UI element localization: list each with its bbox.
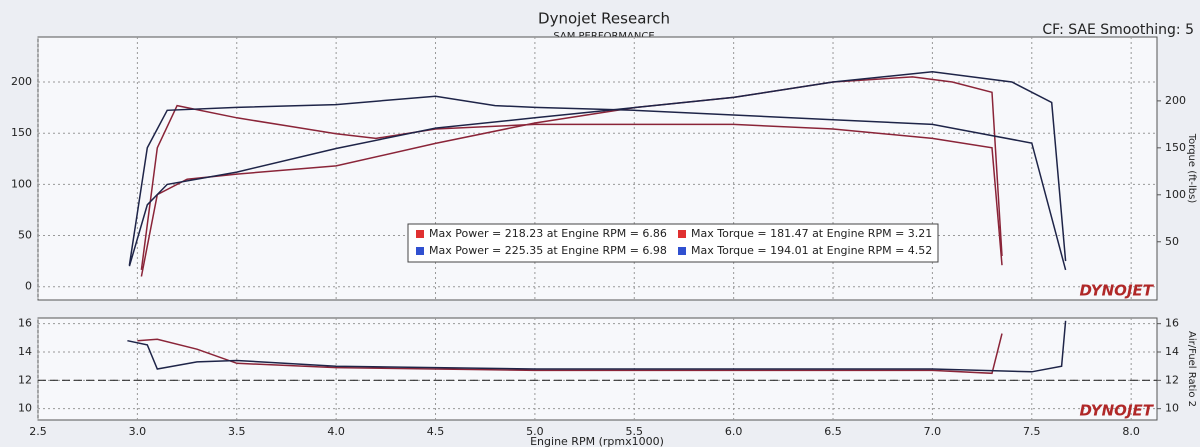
- y-tick-label: 100: [11, 177, 32, 190]
- legend-box: [407, 223, 939, 263]
- y2-tick-label: 50: [1165, 235, 1179, 248]
- y-tick-label: 12: [18, 373, 32, 386]
- legend-label: Max Torque = 181.47 at Engine RPM = 3.21: [691, 227, 932, 240]
- y2-tick-label: 200: [1165, 94, 1186, 107]
- x-tick-label: 5.5: [626, 425, 644, 438]
- data-line: [137, 333, 1003, 375]
- y-tick-label: 16: [18, 317, 32, 330]
- legend-swatch: [416, 230, 424, 238]
- legend-swatch: [416, 247, 424, 255]
- x-axis-label: Engine RPM (rpmx1000): [530, 435, 664, 447]
- data-line: [128, 71, 1067, 267]
- watermark: DYNOJET: [1079, 282, 1154, 300]
- legend-swatch: [678, 247, 686, 255]
- x-tick-label: 7.5: [1023, 425, 1041, 438]
- y-tick-label: 0: [25, 280, 32, 293]
- data-line: [127, 320, 1067, 373]
- x-tick-label: 8.0: [1122, 425, 1140, 438]
- x-tick-label: 5.0: [526, 425, 544, 438]
- data-line: [128, 95, 1067, 271]
- x-tick-label: 4.0: [327, 425, 345, 438]
- x-tick-label: 6.0: [725, 425, 743, 438]
- x-tick-label: 4.5: [427, 425, 445, 438]
- legend-label: Max Power = 225.35 at Engine RPM = 6.98: [429, 244, 667, 257]
- legend-label: Max Power = 218.23 at Engine RPM = 6.86: [429, 227, 667, 240]
- y2-tick-label: 150: [1165, 141, 1186, 154]
- legend-swatch: [678, 230, 686, 238]
- y2-tick-label: 16: [1165, 317, 1179, 330]
- x-tick-label: 6.5: [824, 425, 842, 438]
- y2-tick-label: 14: [1165, 345, 1179, 358]
- legend-label: Max Torque = 194.01 at Engine RPM = 4.52: [691, 244, 932, 257]
- y2-axis-label: Torque (ft-lbs): [1186, 133, 1197, 204]
- x-tick-label: 3.5: [228, 425, 246, 438]
- x-tick-label: 3.0: [129, 425, 147, 438]
- y2-axis-label: Air/Fuel Ratio 2: [1186, 331, 1197, 407]
- data-line: [140, 76, 1003, 277]
- y2-tick-label: 10: [1165, 402, 1179, 415]
- x-tick-label: 2.5: [29, 425, 47, 438]
- y2-tick-label: 12: [1165, 373, 1179, 386]
- settings-annotation: CF: SAE Smoothing: 5: [1042, 22, 1194, 38]
- data-line: [140, 104, 1003, 270]
- x-tick-label: 7.0: [924, 425, 942, 438]
- y-tick-label: 50: [18, 229, 32, 242]
- y2-tick-label: 100: [1165, 188, 1186, 201]
- y-tick-label: 14: [18, 345, 32, 358]
- y-tick-label: 10: [18, 402, 32, 415]
- y-tick-label: 200: [11, 75, 32, 88]
- y-tick-label: 150: [11, 126, 32, 139]
- watermark: DYNOJET: [1079, 402, 1154, 420]
- chart-title: Dynojet Research: [538, 10, 670, 28]
